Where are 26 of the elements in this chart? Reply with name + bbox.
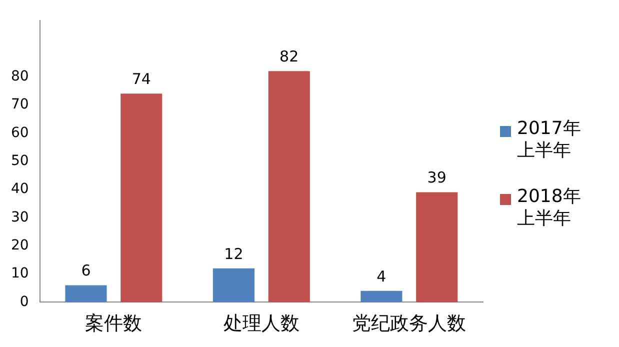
y-tick-label: 20 [10, 236, 29, 253]
data-label: 12 [224, 244, 244, 262]
y-tick-label: 30 [10, 208, 29, 225]
data-label: 82 [280, 47, 299, 66]
x-tick-label: 案件数 [85, 312, 142, 334]
y-tick-label: 80 [10, 68, 29, 84]
y-tick-label: 10 [10, 265, 29, 282]
bar [120, 93, 162, 302]
y-tick-label: 60 [10, 124, 29, 140]
y-tick-label: 70 [10, 96, 29, 112]
y-tick-label: 40 [10, 180, 29, 197]
bar [268, 70, 310, 302]
bar [360, 290, 402, 302]
data-label: 6 [81, 261, 91, 280]
legend-label: 2018年上半年 [517, 186, 582, 230]
data-label: 39 [427, 168, 446, 186]
y-tick-label: 0 [20, 293, 29, 310]
bar [65, 284, 107, 302]
y-tick-label: 50 [10, 152, 29, 168]
x-tick-label: 党纪政务人数 [352, 312, 466, 334]
x-tick-label: 处理人数 [223, 312, 300, 334]
bar [212, 268, 254, 302]
data-label: 4 [376, 266, 386, 285]
data-label: 74 [132, 70, 151, 88]
legend-label: 2017年上半年 [517, 118, 582, 162]
bar [416, 192, 458, 302]
